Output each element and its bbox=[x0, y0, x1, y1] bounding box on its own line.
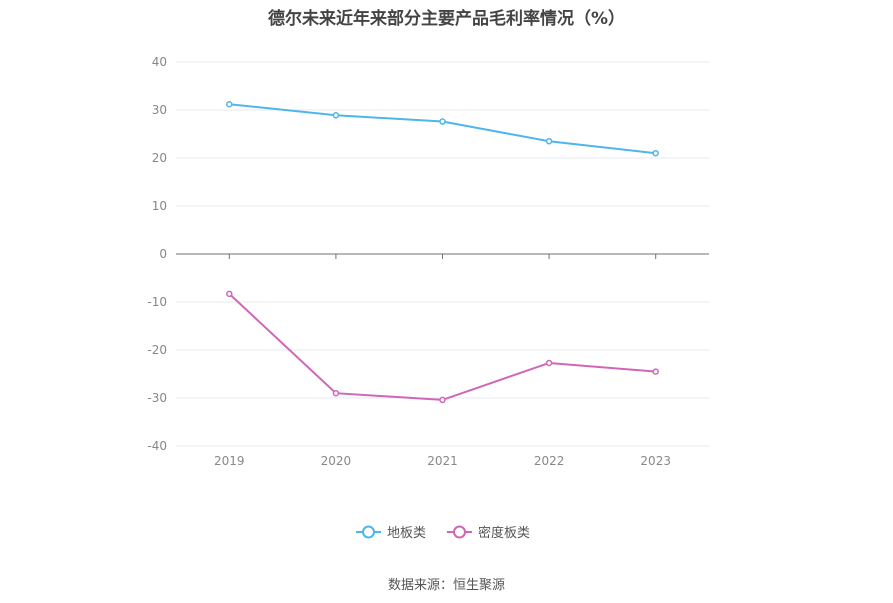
data-point[interactable] bbox=[332, 389, 340, 397]
data-point[interactable] bbox=[545, 359, 553, 367]
y-tick-label: 0 bbox=[159, 247, 167, 261]
data-source-note: 数据来源：恒生聚源 bbox=[387, 578, 505, 593]
y-axis-ticks: -40 -30 -20 -10 0 10 20 30 40 bbox=[147, 55, 167, 453]
y-tick-label: -20 bbox=[147, 343, 167, 357]
chart-title: 德尔未来近年来部分主要产品毛利率情况（%） bbox=[267, 9, 626, 29]
data-point[interactable] bbox=[439, 118, 446, 125]
x-tick-label: 2021 bbox=[427, 454, 458, 468]
series-line bbox=[228, 293, 656, 401]
y-tick-label: -40 bbox=[147, 439, 167, 453]
y-tick-label: 20 bbox=[152, 151, 167, 165]
data-point[interactable] bbox=[439, 396, 446, 404]
data-point[interactable] bbox=[226, 290, 233, 298]
y-tick-label: -30 bbox=[147, 391, 167, 405]
x-tick-label: 2019 bbox=[214, 454, 245, 468]
y-tick-label: -10 bbox=[147, 295, 167, 309]
series-line bbox=[229, 103, 656, 155]
legend-label: 密度板类 bbox=[478, 525, 530, 541]
y-tick-label: 40 bbox=[152, 55, 167, 69]
legend-marker-icon bbox=[362, 525, 375, 539]
x-axis: 2019 2020 2021 2022 2023 bbox=[176, 253, 709, 468]
data-point[interactable] bbox=[332, 112, 340, 119]
legend-label: 地板类 bbox=[387, 526, 426, 541]
legend-item[interactable]: 地板类 bbox=[356, 525, 426, 541]
y-tick-label: 10 bbox=[152, 199, 167, 213]
data-point[interactable] bbox=[652, 368, 659, 375]
x-tick-label: 2023 bbox=[640, 454, 671, 468]
legend-item[interactable]: 密度板类 bbox=[447, 525, 530, 541]
y-tick-label: 30 bbox=[152, 103, 167, 117]
series-layer bbox=[226, 100, 659, 404]
data-point[interactable] bbox=[652, 149, 659, 157]
data-point[interactable] bbox=[226, 100, 233, 108]
x-tick-label: 2020 bbox=[321, 454, 352, 468]
legend-marker-icon bbox=[453, 525, 466, 539]
data-point[interactable] bbox=[545, 137, 553, 145]
x-tick-label: 2022 bbox=[534, 454, 565, 468]
legend: 地板类 密度板类 bbox=[356, 525, 530, 541]
